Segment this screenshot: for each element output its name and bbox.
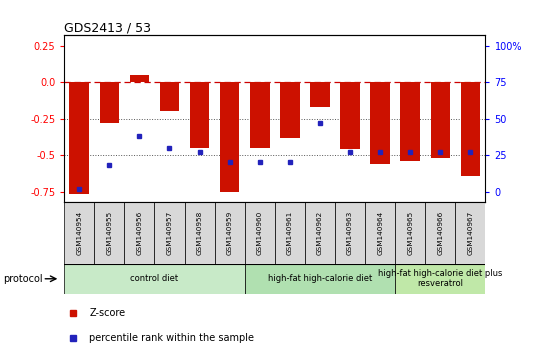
Text: protocol: protocol [3, 274, 42, 284]
Bar [371, 82, 390, 164]
Bar [401, 82, 420, 161]
Bar [220, 82, 239, 192]
Bar [461, 82, 480, 176]
Text: GSM140961: GSM140961 [287, 211, 293, 255]
Text: GSM140957: GSM140957 [166, 211, 172, 255]
Text: GSM140960: GSM140960 [257, 211, 263, 255]
Bar [365, 202, 395, 264]
Bar [455, 202, 485, 264]
Bar [245, 202, 275, 264]
Text: GSM140962: GSM140962 [317, 211, 323, 255]
Text: GSM140959: GSM140959 [227, 211, 233, 255]
Bar [431, 82, 450, 158]
Text: control diet: control diet [131, 274, 179, 283]
Bar [395, 202, 425, 264]
Bar [69, 82, 89, 194]
Text: GSM140965: GSM140965 [407, 211, 413, 255]
Bar [94, 202, 124, 264]
Text: GSM140964: GSM140964 [377, 211, 383, 255]
Text: GSM140955: GSM140955 [107, 211, 112, 255]
Bar [160, 82, 179, 111]
Bar [215, 202, 245, 264]
Bar [275, 202, 305, 264]
Text: Z-score: Z-score [89, 308, 126, 318]
Text: GSM140958: GSM140958 [196, 211, 203, 255]
Bar [124, 202, 155, 264]
Text: percentile rank within the sample: percentile rank within the sample [89, 333, 254, 343]
Text: GSM140966: GSM140966 [437, 211, 443, 255]
Bar [245, 264, 395, 294]
Text: GSM140963: GSM140963 [347, 211, 353, 255]
Bar [64, 264, 245, 294]
Text: high-fat high-calorie diet plus
resveratrol: high-fat high-calorie diet plus resverat… [378, 269, 503, 289]
Bar [129, 75, 149, 82]
Bar [250, 82, 270, 148]
Bar [340, 82, 360, 149]
Bar [190, 82, 209, 148]
Bar [185, 202, 215, 264]
Text: GSM140954: GSM140954 [76, 211, 82, 255]
Text: high-fat high-calorie diet: high-fat high-calorie diet [268, 274, 372, 283]
Bar [99, 82, 119, 123]
Bar [395, 264, 485, 294]
Bar [335, 202, 365, 264]
Bar [425, 202, 455, 264]
Bar [305, 202, 335, 264]
Text: GSM140967: GSM140967 [468, 211, 473, 255]
Bar [155, 202, 185, 264]
Bar [280, 82, 300, 138]
Bar [64, 202, 94, 264]
Text: GSM140956: GSM140956 [136, 211, 142, 255]
Text: GDS2413 / 53: GDS2413 / 53 [64, 21, 151, 34]
Bar [310, 82, 330, 107]
